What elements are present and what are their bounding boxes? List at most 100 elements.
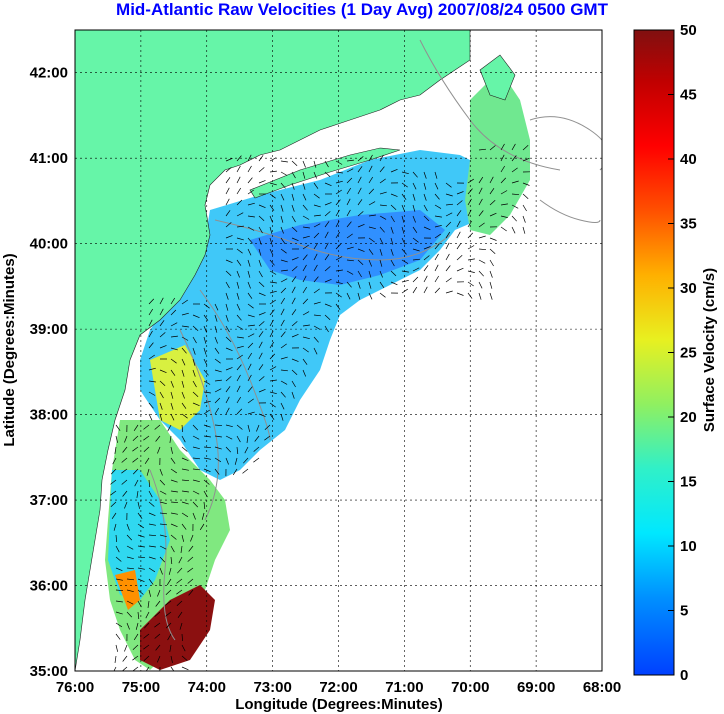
velocity-arrow (302, 275, 307, 283)
velocity-arrow (132, 655, 139, 661)
velocity-arrow (258, 259, 262, 267)
velocity-arrow (122, 446, 128, 453)
velocity-arrow (434, 204, 442, 209)
velocity-arrow (203, 358, 208, 366)
velocity-arrow (159, 512, 168, 515)
velocity-arrow (236, 237, 244, 241)
velocity-arrow (445, 212, 453, 217)
velocity-arrow (423, 182, 427, 190)
velocity-arrow (236, 345, 244, 349)
velocity-arrow (280, 171, 288, 176)
velocity-arrow (379, 248, 383, 256)
velocity-arrow (170, 380, 174, 388)
velocity-arrow (181, 312, 189, 316)
velocity-arrow (203, 501, 206, 510)
velocity-arrow (302, 171, 306, 179)
y-tick-label: 40:00 (30, 236, 68, 253)
velocity-arrow (148, 589, 152, 597)
velocity-arrow (181, 523, 187, 530)
velocity-arrow (511, 193, 520, 196)
velocity-arrow (157, 446, 161, 454)
velocity-arrow (192, 369, 196, 377)
velocity-arrow (154, 633, 161, 639)
velocity-arrow (258, 376, 265, 382)
velocity-arrow (500, 165, 505, 173)
velocity-arrow (247, 352, 252, 360)
velocity-arrow (302, 336, 310, 340)
velocity-arrow (244, 446, 249, 454)
velocity-arrow (170, 468, 177, 474)
colorbar-tick-label: 45 (680, 87, 697, 104)
velocity-arrow (346, 270, 354, 275)
velocity-arrow (401, 270, 409, 273)
velocity-arrow (115, 600, 123, 603)
velocity-arrow (258, 226, 263, 234)
velocity-arrow (467, 270, 475, 273)
velocity-arrow (225, 457, 229, 465)
velocity-arrow (214, 407, 219, 415)
velocity-arrow (247, 363, 252, 371)
velocity-arrow (225, 222, 232, 228)
velocity-arrow (390, 226, 394, 234)
velocity-arrow (269, 391, 277, 395)
velocity-arrow (192, 479, 200, 483)
velocity-arrow (225, 303, 229, 311)
velocity-arrow (203, 391, 211, 394)
velocity-arrow (264, 424, 271, 431)
velocity-arrow (258, 270, 263, 278)
x-tick-label: 69:00 (517, 679, 555, 696)
velocity-arrow (110, 479, 117, 485)
velocity-arrow (423, 226, 431, 231)
velocity-arrow (156, 655, 161, 663)
velocity-arrow (324, 231, 329, 239)
velocity-arrow (167, 424, 172, 432)
velocity-arrow (179, 622, 183, 630)
velocity-arrow (346, 259, 354, 262)
velocity-arrow (143, 655, 150, 662)
velocity-arrow (258, 331, 264, 338)
velocity-arrow (478, 210, 484, 217)
velocity-arrow (291, 182, 295, 190)
velocity-arrow (302, 254, 308, 261)
velocity-arrow (291, 204, 295, 212)
velocity-arrow (412, 204, 416, 212)
velocity-arrow (269, 226, 273, 234)
velocity-arrow (467, 245, 475, 250)
velocity-arrow (247, 281, 251, 289)
velocity-arrow (181, 347, 187, 354)
velocity-arrow (258, 364, 264, 371)
velocity-arrow (368, 176, 373, 184)
velocity-arrow (291, 297, 296, 305)
velocity-arrow (159, 332, 166, 338)
velocity-arrow (225, 198, 230, 206)
velocity-arrow (132, 468, 139, 475)
velocity-arrow (137, 589, 144, 595)
velocity-arrow (511, 226, 516, 234)
velocity-arrow (159, 380, 166, 387)
velocity-arrow (181, 413, 188, 419)
velocity-arrow (225, 347, 233, 352)
velocity-arrow (247, 215, 255, 218)
velocity-arrow (236, 199, 243, 206)
velocity-arrow (423, 215, 430, 222)
velocity-arrow (423, 286, 428, 294)
velocity-arrow (157, 589, 161, 597)
velocity-arrow (169, 644, 172, 652)
velocity-arrow (269, 366, 277, 371)
velocity-arrow (115, 534, 118, 543)
velocity-arrow (159, 523, 168, 526)
velocity-arrow (423, 255, 430, 261)
velocity-arrow (188, 545, 194, 552)
velocity-arrow (434, 171, 438, 179)
velocity-arrow (357, 270, 362, 278)
velocity-arrow (247, 177, 253, 184)
velocity-arrow (126, 534, 133, 541)
velocity-arrow (522, 193, 529, 199)
velocity-arrow (201, 512, 205, 520)
velocity-arrow (170, 391, 174, 399)
velocity-region-central (250, 210, 445, 285)
velocity-arrow (247, 270, 251, 278)
velocity-arrow (225, 292, 229, 300)
velocity-arrow (467, 198, 472, 206)
velocity-arrow (346, 198, 351, 206)
